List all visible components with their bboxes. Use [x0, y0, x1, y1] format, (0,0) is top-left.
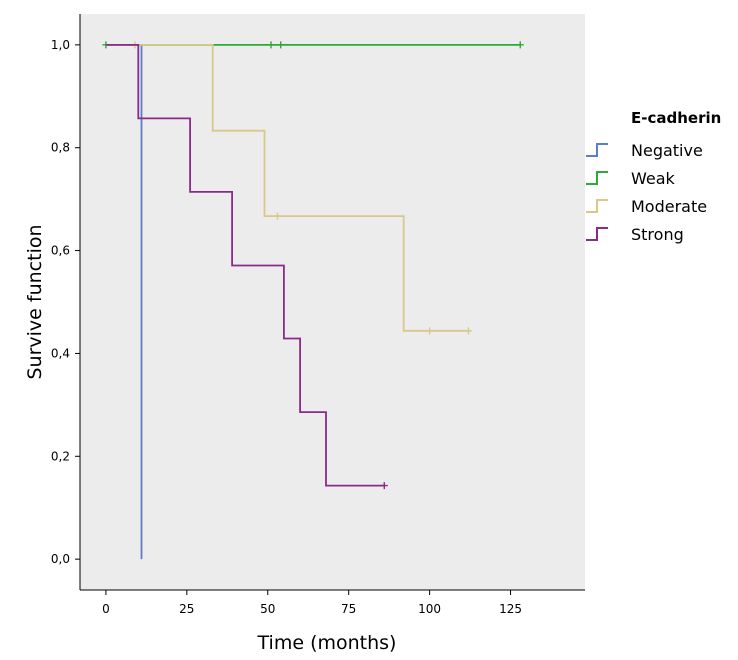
y-tick-label: 0,6 [51, 244, 70, 258]
series-strong-line [105, 44, 385, 487]
series-moderate-line [105, 44, 469, 332]
legend-strong-symbol [586, 227, 608, 241]
x-tick-label: 0 [102, 602, 110, 616]
x-tick-label: 50 [260, 602, 275, 616]
series-moderate-censor-mark [426, 327, 434, 335]
legend-weak-label: Weak [631, 169, 676, 188]
x-tick-label: 100 [418, 602, 441, 616]
x-tick-label: 125 [499, 602, 522, 616]
y-tick-label: 0,8 [51, 141, 70, 155]
legend-title: E-cadherin [631, 109, 721, 127]
x-tick-label: 75 [341, 602, 356, 616]
legend-weak-symbol [586, 171, 608, 185]
legend-strong-label: Strong [631, 225, 684, 244]
legend-negative-label: Negative [631, 141, 703, 160]
legend-negative-symbol [586, 143, 608, 157]
x-axis-title: Time (months) [257, 632, 397, 654]
series-weak-censor-mark [516, 41, 524, 49]
series-layer [102, 41, 524, 560]
plot-area [80, 14, 585, 590]
y-axis-title: Survive function [24, 224, 46, 379]
series-weak-censor-mark [277, 41, 285, 49]
series-moderate-censor-mark [464, 327, 472, 335]
y-tick-label: 0,0 [51, 552, 70, 566]
y-tick-label: 1,0 [51, 38, 70, 52]
legend: E-cadherin Negative Weak Moderate Strong [586, 109, 721, 244]
series-strong-censor-mark [380, 482, 388, 490]
y-tick-label: 0,2 [51, 449, 70, 463]
series-weak-censor-mark [267, 41, 275, 49]
legend-moderate-label: Moderate [631, 197, 707, 216]
axes: 0,0 0,2 0,4 0,6 0,8 1,0 0 25 50 75 100 125 [51, 14, 585, 616]
series-moderate-censor-mark [273, 212, 281, 220]
y-tick-label: 0,4 [51, 346, 70, 360]
legend-moderate-symbol [586, 199, 608, 213]
x-tick-label: 25 [179, 602, 194, 616]
